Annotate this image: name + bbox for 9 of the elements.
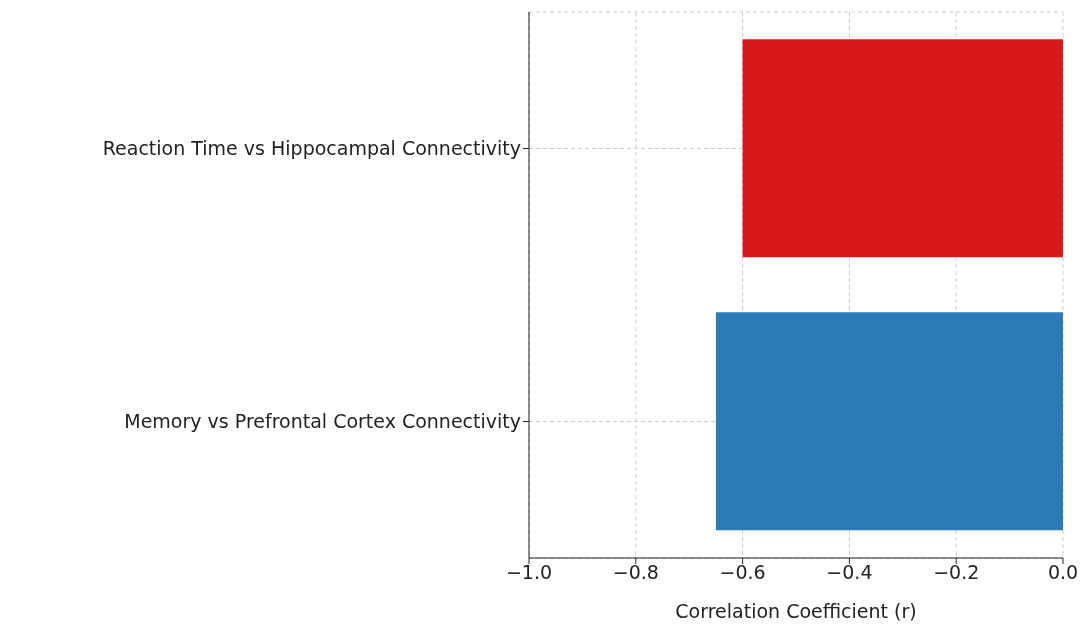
x-tick-label: −0.4: [826, 561, 873, 584]
y-tick-label: Memory vs Prefrontal Cortex Connectivity: [124, 410, 521, 433]
x-tick-label: −0.8: [612, 561, 659, 584]
x-tick-label: −1.0: [505, 561, 553, 584]
x-tick-label: −0.2: [933, 561, 980, 584]
x-tick-label: 0.0: [1047, 561, 1079, 584]
x-axis-title: Correlation Coefficient (r): [675, 600, 917, 622]
x-tick-label: −0.6: [719, 561, 766, 584]
y-tick-label: Reaction Time vs Hippocampal Connectivity: [102, 137, 521, 160]
